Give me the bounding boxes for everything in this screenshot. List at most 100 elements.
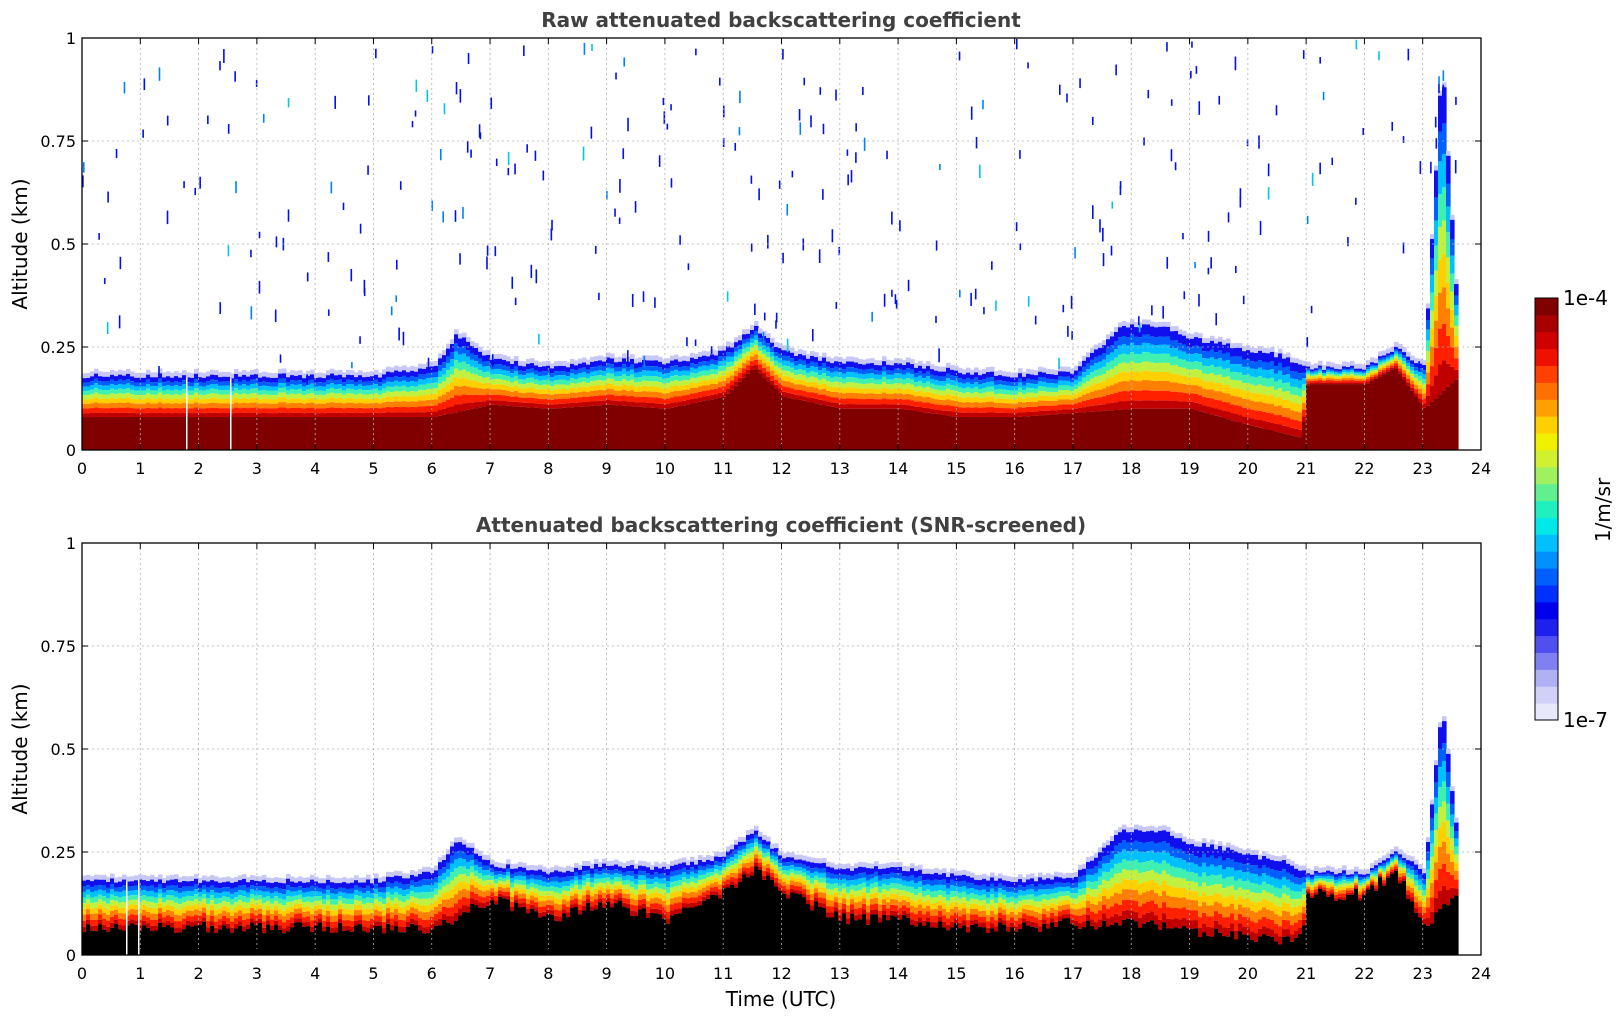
heatmap-cell [230,899,235,905]
heatmap-cell [378,408,383,414]
heatmap-cell [746,351,751,356]
heatmap-cell [610,368,615,374]
heatmap-cell [110,402,115,408]
heatmap-cell [1242,423,1247,450]
heatmap-cell [814,398,819,404]
y-tick-label: 0.25 [40,338,76,357]
noise-speckle [627,350,629,364]
heatmap-cell [1266,370,1271,379]
heatmap-cell [190,916,195,922]
heatmap-cell [438,409,443,416]
heatmap-cell [1274,381,1279,390]
heatmap-cell [294,417,299,450]
heatmap-cell [1210,365,1215,374]
heatmap-cell [158,874,163,880]
heatmap-cell [98,879,103,886]
heatmap-cell [826,376,831,382]
heatmap-cell [694,387,699,394]
heatmap-cell [1382,355,1387,358]
heatmap-cell [970,407,975,413]
x-tick-label: 24 [1471,459,1491,478]
heatmap-cell [90,371,95,377]
heatmap-cell [134,909,139,915]
heatmap-cell [1398,348,1403,352]
heatmap-cell [194,915,199,921]
heatmap-cell [230,382,235,387]
heatmap-cell [1366,375,1371,378]
heatmap-cell [798,369,803,375]
heatmap-cell [750,338,755,344]
heatmap-cell [542,384,547,390]
heatmap-cell [994,375,999,381]
noise-speckle [1066,93,1068,103]
heatmap-cell [1142,334,1147,343]
heatmap-cell [658,356,663,362]
heatmap-cell [374,398,379,403]
heatmap-cell [466,356,471,365]
noise-speckle [219,61,221,71]
heatmap-cell [246,394,251,399]
heatmap-cell [338,900,343,905]
heatmap-cell [1234,414,1239,422]
heatmap-cell [94,378,99,384]
heatmap-cell [310,914,315,921]
heatmap-cell [406,417,411,450]
heatmap-cell [314,910,319,916]
heatmap-cell [390,407,395,413]
heatmap-cell [1362,374,1367,377]
heatmap-cell [142,395,147,400]
heatmap-cell [1298,437,1303,450]
heatmap-cell [802,360,807,366]
heatmap-cell [274,900,279,906]
heatmap-cell [222,390,227,395]
heatmap-cell [238,413,243,418]
heatmap-cell [310,393,315,398]
heatmap-cell [358,887,363,892]
heatmap-cell [802,370,807,376]
heatmap-cell [658,372,663,378]
heatmap-cell [1250,425,1255,450]
heatmap-cell [342,898,347,904]
heatmap-cell [690,363,695,368]
heatmap-cell [974,396,979,402]
heatmap-cell [182,902,187,908]
heatmap-cell [678,390,683,397]
heatmap-cell [270,930,275,955]
heatmap-cell [690,367,695,373]
heatmap-cell [510,406,515,450]
heatmap-cell [170,408,175,414]
heatmap-cell [1310,379,1315,381]
heatmap-cell [630,401,635,407]
heatmap-cell [1130,342,1135,353]
heatmap-cell [138,403,143,409]
heatmap-cell [378,390,383,395]
heatmap-cell [794,351,799,356]
heatmap-cell [86,413,91,418]
heatmap-cell [822,373,827,379]
heatmap-cell [166,920,171,926]
heatmap-cell [238,910,243,916]
heatmap-cell [1026,383,1031,388]
heatmap-cell [254,886,259,891]
heatmap-cell [182,896,187,903]
heatmap-cell [322,931,327,955]
heatmap-cell [286,890,291,897]
heatmap-cell [358,905,363,911]
heatmap-cell [114,376,119,382]
heatmap-cell [718,392,723,398]
heatmap-cell [1078,376,1083,382]
noise-speckle [359,223,362,234]
heatmap-cell [314,408,319,414]
heatmap-cell [1238,372,1243,381]
heatmap-cell [1190,347,1195,355]
heatmap-cell [1346,378,1351,381]
heatmap-cell [474,381,479,388]
heatmap-cell [1186,377,1191,385]
heatmap-cell [1026,411,1031,417]
heatmap-cell [342,377,347,383]
heatmap-cell [434,399,439,406]
heatmap-cell [1310,372,1315,375]
heatmap-cell [1078,407,1083,413]
heatmap-cell [1134,327,1139,337]
heatmap-cell [394,412,399,418]
